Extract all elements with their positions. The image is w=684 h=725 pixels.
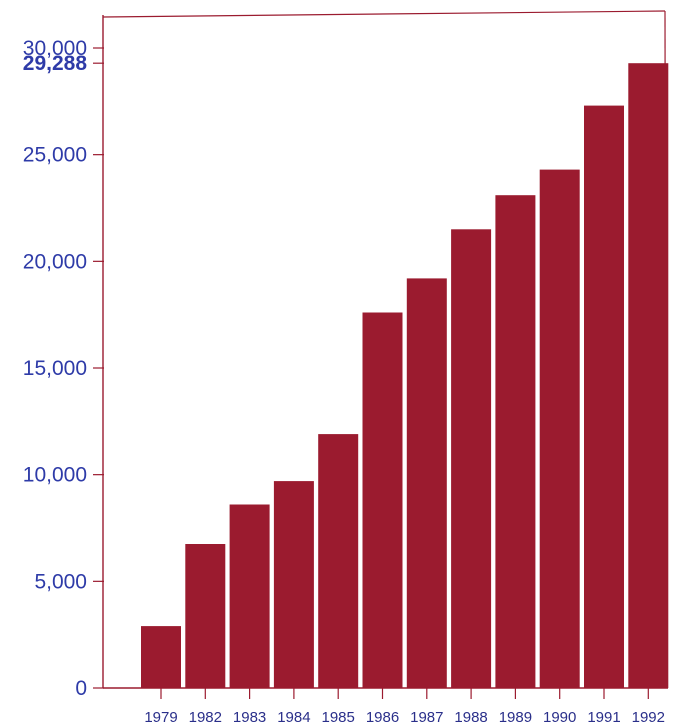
bar-1982 [185, 544, 226, 688]
bar-1985 [318, 434, 359, 688]
bar-1979 [141, 626, 181, 688]
bar-1987 [406, 278, 447, 688]
y-tick-label: 5,000 [34, 570, 87, 593]
y-tick-label: 0 [75, 677, 87, 700]
bar-1992 [628, 63, 669, 688]
x-tick-label: 1989 [499, 709, 532, 725]
x-tick-label: 1988 [454, 709, 487, 725]
x-tick-label: 1986 [366, 709, 399, 725]
x-tick-label: 1985 [322, 709, 355, 725]
y-tick-label: 10,000 [23, 464, 87, 487]
bar-1990 [539, 169, 580, 689]
axes-group [102, 15, 668, 689]
y-tick-label: 20,000 [23, 250, 87, 273]
x-tick-label: 1982 [189, 709, 222, 725]
x-tick-label: 1984 [277, 709, 310, 725]
bar-1984 [273, 481, 314, 688]
bar-1991 [584, 105, 624, 689]
x-tick-label: 1983 [233, 709, 266, 725]
bar-1989 [495, 195, 536, 688]
frame-top-line [102, 10, 666, 18]
bar-1988 [451, 229, 492, 689]
x-tick-label: 1992 [632, 709, 665, 725]
y-tick-label: 15,000 [23, 357, 87, 380]
highlight-tick-label: 29,288 [23, 52, 88, 75]
bar-1986 [362, 312, 403, 688]
x-tick-label: 1990 [543, 709, 576, 725]
y-tick-label: 30,000 [23, 37, 87, 60]
bars-group [141, 63, 669, 689]
bar-1983 [229, 504, 270, 688]
x-tick-label: 1979 [144, 709, 177, 725]
y-tick-label: 25,000 [23, 144, 87, 167]
y-axis-ticks: 0 5,000 10,000 15,000 20,000 25,000 30,00029,2… [23, 37, 104, 700]
x-tick-label: 1987 [410, 709, 443, 725]
x-axis-ticks: 1979 1982 1983 1984 1985 1986 1987 1988 1989 1990… [144, 688, 665, 725]
x-tick-label: 1991 [587, 709, 620, 725]
